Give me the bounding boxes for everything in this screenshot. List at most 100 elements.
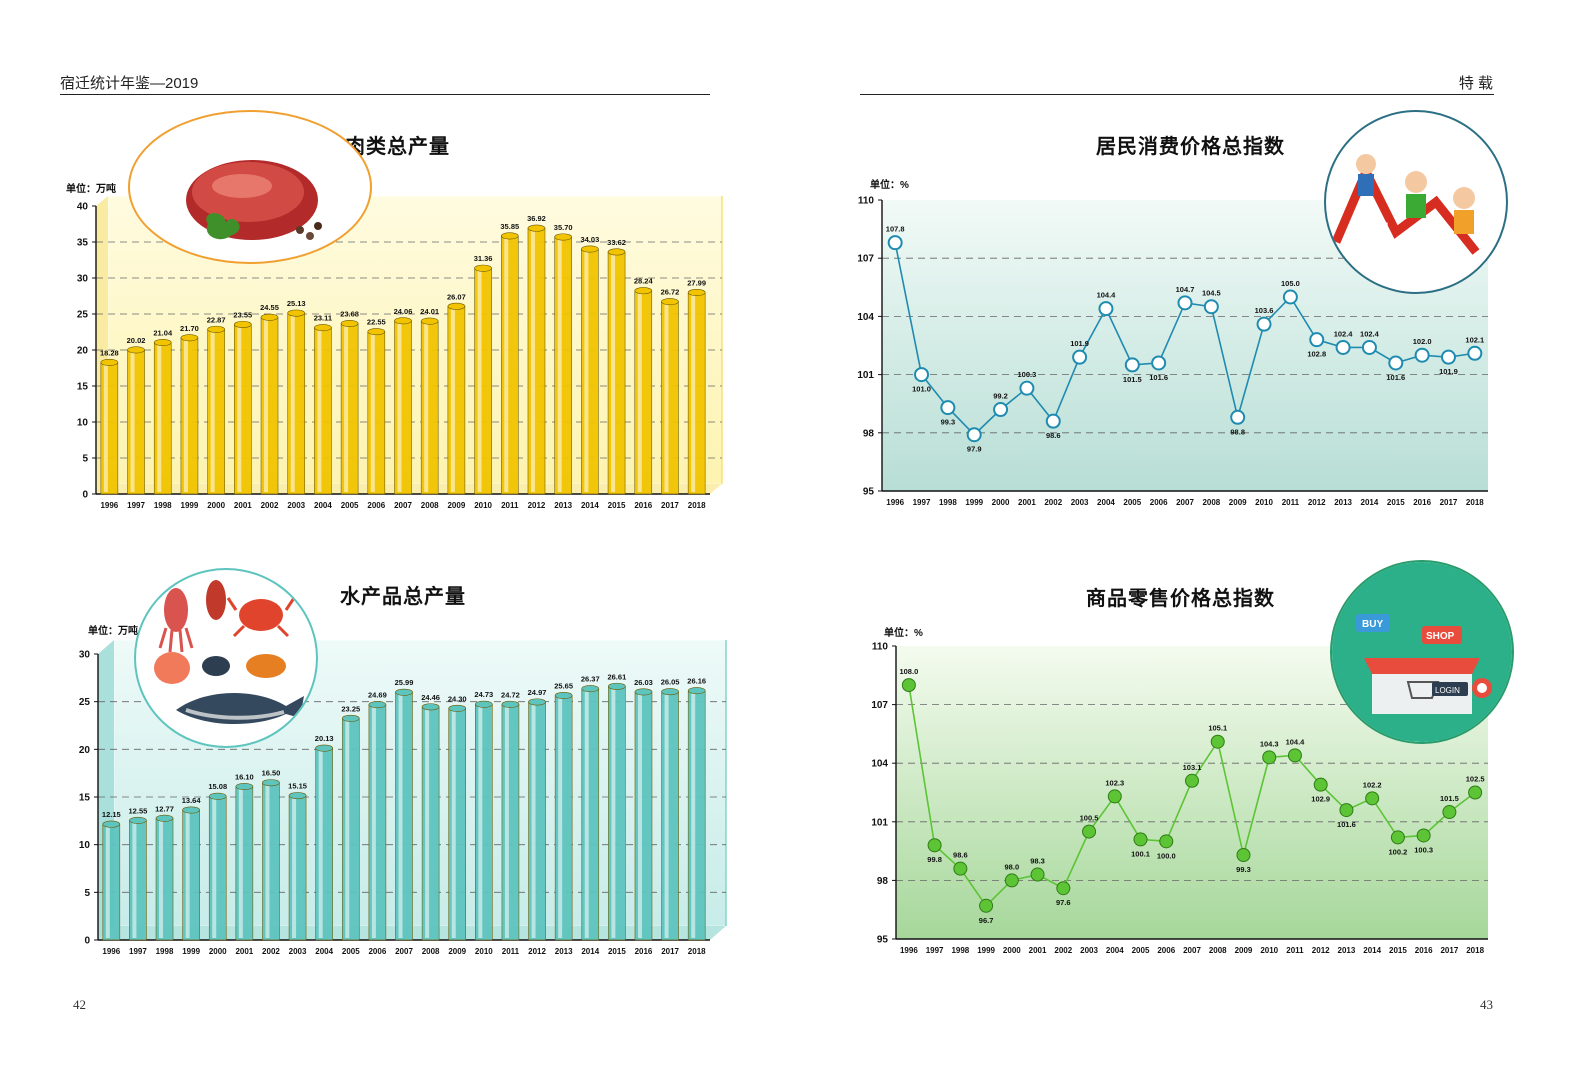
data-label: 100.3	[1414, 845, 1433, 854]
unit-label: 单位：%	[870, 180, 909, 191]
bar-highlight	[103, 364, 108, 492]
data-label: 15.08	[208, 782, 227, 791]
bar-highlight	[425, 708, 430, 938]
seafood-icon	[134, 568, 318, 748]
x-tick-label: 2015	[1387, 498, 1405, 507]
shop-icon: BUY SHOP LOGIN	[1330, 560, 1514, 744]
data-label: 24.01	[420, 307, 439, 316]
bar	[661, 688, 679, 941]
bar-body	[581, 688, 600, 941]
svg-text:CPI: CPI	[1370, 221, 1388, 233]
data-label: 21.04	[153, 329, 173, 338]
data-label: 101.5	[1440, 794, 1459, 803]
data-label: 108.0	[899, 667, 918, 676]
bar-cap	[394, 317, 412, 325]
page-number-left: 42	[73, 997, 86, 1012]
x-tick-label: 2013	[555, 947, 573, 956]
data-label: 98.3	[1030, 857, 1045, 866]
data-point	[1056, 881, 1071, 896]
retail-price-chart: 95 98 101 104 107 110 1996 1997 1998 1999 2000 2001…	[840, 560, 1514, 980]
y-tick-label: 107	[871, 700, 888, 711]
data-point	[1282, 289, 1298, 305]
bar-cap	[475, 700, 493, 708]
bar	[528, 698, 546, 941]
bar-body	[367, 331, 386, 495]
bar	[501, 700, 520, 941]
bar	[287, 309, 306, 495]
bar-highlight	[558, 697, 563, 938]
x-tick-label: 2016	[1413, 498, 1431, 507]
data-label: 102.8	[1307, 350, 1326, 359]
bar-highlight	[530, 230, 535, 492]
data-point	[1124, 357, 1140, 373]
data-point	[1004, 873, 1019, 888]
data-point	[1365, 791, 1380, 806]
y-tick-label: 98	[877, 876, 889, 887]
bar-body	[581, 248, 599, 495]
bar-body	[554, 695, 573, 941]
bar-cap	[501, 700, 520, 708]
bar-body	[501, 704, 520, 941]
bar-highlight	[504, 237, 509, 492]
x-tick-label: 2010	[1255, 498, 1273, 507]
bar-highlight	[398, 694, 403, 938]
data-label: 103.1	[1183, 763, 1202, 772]
bar-highlight	[292, 797, 297, 938]
data-label: 23.25	[341, 704, 360, 713]
x-tick-label: 2018	[1466, 946, 1484, 955]
data-label: 101.9	[1070, 339, 1089, 348]
data-label: 101.0	[912, 385, 931, 394]
data-label: 99.3	[941, 418, 956, 427]
data-label: 98.6	[1046, 431, 1061, 440]
y-tick-label: 104	[857, 312, 874, 323]
bar-body	[340, 323, 359, 495]
bar	[368, 701, 387, 941]
data-label: 98.6	[953, 851, 968, 860]
data-point	[1414, 347, 1430, 363]
bar-highlight	[237, 326, 242, 492]
x-tick-label: 1997	[913, 498, 931, 507]
x-tick-label: 2000	[992, 498, 1010, 507]
x-tick-label: 2010	[475, 947, 493, 956]
bar-cap	[581, 685, 600, 693]
bar-highlight	[397, 322, 402, 492]
data-label: 101.6	[1337, 820, 1356, 829]
bar-body	[260, 316, 279, 495]
bar	[500, 232, 519, 495]
data-label: 97.6	[1056, 898, 1071, 907]
bar-body	[341, 718, 360, 941]
x-tick-label: 1998	[951, 946, 969, 955]
bar-cap	[180, 334, 199, 342]
data-label: 104.5	[1202, 289, 1221, 298]
bar	[607, 248, 626, 495]
data-label: 26.05	[661, 678, 680, 687]
bar	[608, 682, 626, 941]
bar-highlight	[265, 784, 270, 938]
bar-cap	[448, 704, 467, 712]
data-label: 24.30	[448, 694, 467, 703]
data-label: 105.1	[1208, 724, 1227, 733]
data-label: 12.15	[102, 810, 121, 819]
x-tick-label: 2008	[421, 501, 439, 510]
bar-highlight	[183, 339, 188, 492]
data-point	[1262, 750, 1277, 765]
x-tick-label: 2018	[688, 947, 706, 956]
bar-cap	[262, 779, 280, 787]
bar-highlight	[132, 822, 137, 938]
x-tick-label: 2009	[448, 947, 466, 956]
x-tick-label: 2015	[1389, 946, 1407, 955]
x-tick-label: 2006	[368, 947, 386, 956]
bar	[340, 320, 359, 495]
x-tick-label: 2001	[1018, 498, 1036, 507]
x-tick-label: 1996	[102, 947, 120, 956]
bar-body	[102, 823, 121, 941]
y-tick-label: 107	[857, 254, 874, 265]
bar	[153, 339, 172, 495]
bar	[475, 700, 493, 941]
bar-highlight	[611, 688, 616, 938]
bar-cap	[500, 232, 519, 240]
data-label: 24.73	[474, 690, 493, 699]
bar-cap	[420, 317, 439, 325]
bar-body	[661, 301, 679, 495]
bar	[661, 298, 679, 495]
